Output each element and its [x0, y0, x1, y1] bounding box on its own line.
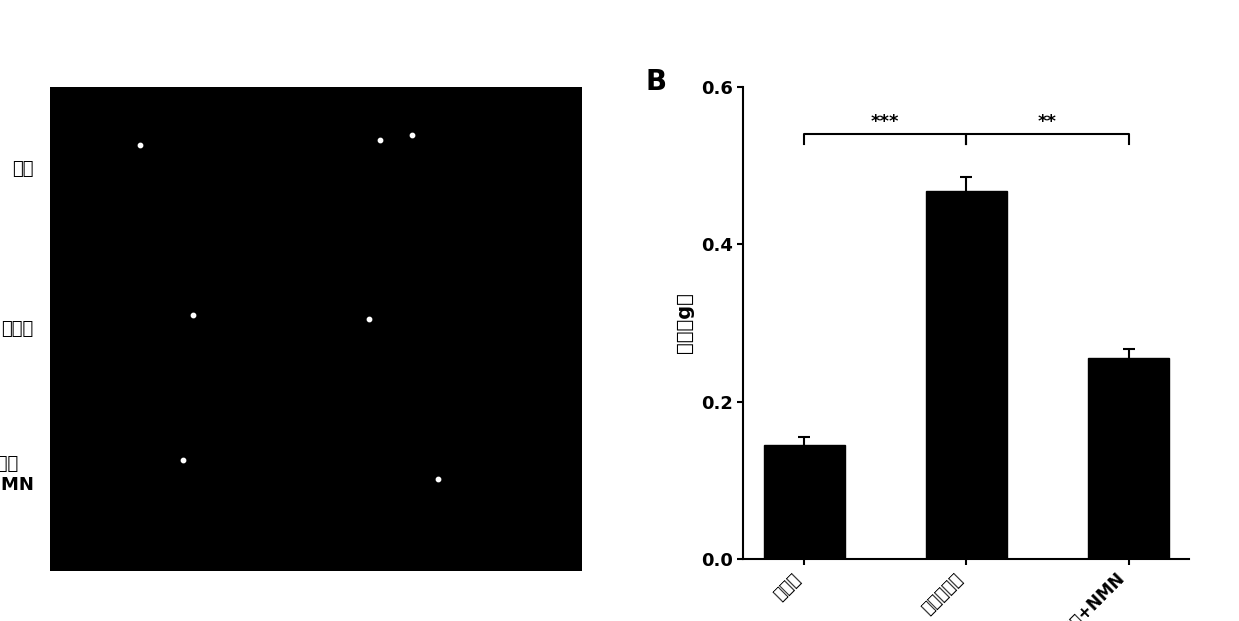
Point — [359, 314, 379, 324]
Text: 博来霉
+NMN: 博来霉 +NMN — [0, 455, 33, 494]
Point — [172, 455, 193, 465]
Text: **: ** — [1038, 113, 1057, 131]
Text: ***: *** — [871, 113, 900, 131]
Text: 对照: 对照 — [12, 160, 33, 178]
Y-axis label: 肺重（g）: 肺重（g） — [675, 292, 694, 353]
Point — [130, 140, 150, 150]
Point — [401, 130, 421, 140]
Point — [183, 310, 203, 320]
Text: B: B — [646, 68, 667, 96]
Bar — [763, 445, 845, 559]
Point — [429, 474, 449, 484]
Point — [370, 135, 390, 145]
Text: 博来霉: 博来霉 — [1, 320, 33, 338]
Bar — [1088, 358, 1170, 559]
Bar — [926, 191, 1007, 559]
